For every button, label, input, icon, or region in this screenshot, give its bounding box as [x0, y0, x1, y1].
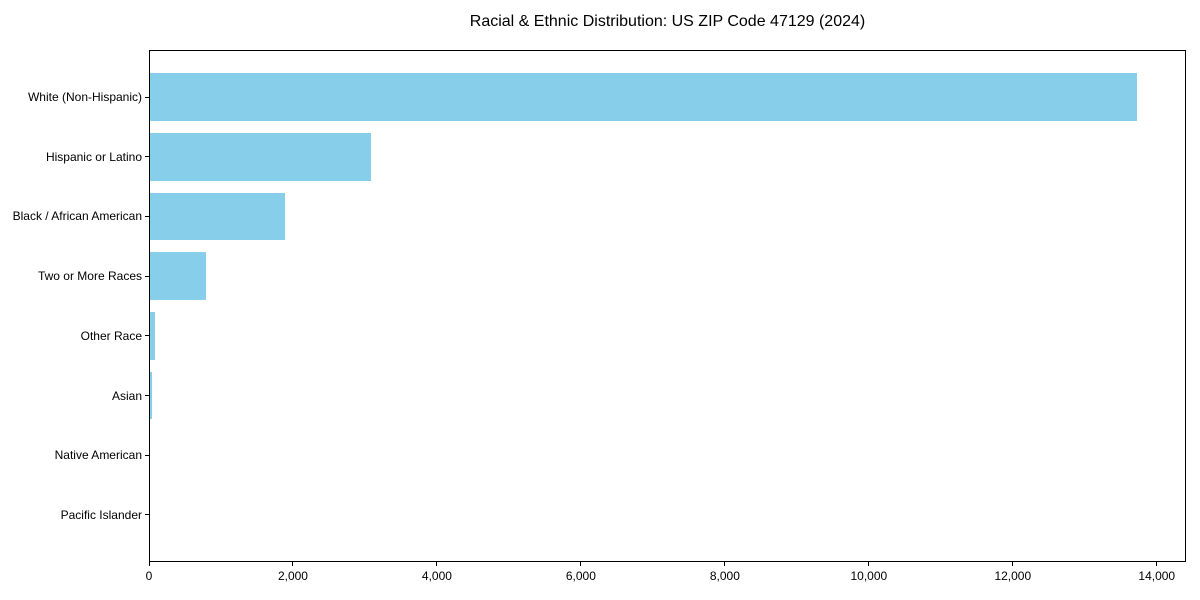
x-tick-label: 4,000: [421, 569, 452, 583]
x-tick-label: 0: [145, 569, 153, 583]
chart-bar: [149, 132, 371, 181]
y-tick-label: Hispanic or Latino: [45, 149, 142, 164]
y-tick-mark: [145, 514, 149, 516]
y-tick-mark: [145, 275, 149, 277]
x-tick-mark: [292, 562, 294, 566]
x-tick-label: 14,000: [1138, 569, 1176, 583]
y-tick-mark: [145, 96, 149, 98]
x-tick-mark: [1012, 562, 1014, 566]
x-tick-label: 8,000: [709, 569, 740, 583]
x-tick-mark: [148, 562, 150, 566]
x-tick-label: 12,000: [994, 569, 1032, 583]
y-tick-label: Asian: [111, 388, 142, 403]
y-tick-label: Pacific Islander: [60, 507, 142, 522]
y-tick-label: White (Non-Hispanic): [27, 90, 142, 105]
chart-bar: [149, 311, 156, 360]
chart-bar: [149, 252, 206, 301]
y-tick-label: Native American: [54, 448, 142, 463]
x-tick-mark: [724, 562, 726, 566]
chart-bar: [149, 371, 153, 420]
x-tick-mark: [580, 562, 582, 566]
x-tick-label: 2,000: [277, 569, 308, 583]
y-tick-label: Two or More Races: [37, 269, 142, 284]
plot-area: [149, 50, 1186, 562]
x-tick-mark: [868, 562, 870, 566]
x-tick-label: 6,000: [565, 569, 596, 583]
y-tick-label: Black / African American: [12, 209, 142, 224]
x-tick-label: 10,000: [850, 569, 888, 583]
chart-bar: [149, 73, 1137, 121]
x-tick-mark: [1156, 562, 1158, 566]
chart-bar: [149, 192, 285, 241]
x-tick-mark: [436, 562, 438, 566]
y-tick-mark: [145, 156, 149, 158]
y-tick-mark: [145, 395, 149, 396]
y-tick-mark: [145, 454, 149, 456]
y-tick-mark: [145, 215, 149, 217]
y-tick-mark: [145, 335, 149, 337]
y-tick-label: Other Race: [80, 328, 142, 343]
chart-title: Racial & Ethnic Distribution: US ZIP Cod…: [469, 13, 866, 30]
